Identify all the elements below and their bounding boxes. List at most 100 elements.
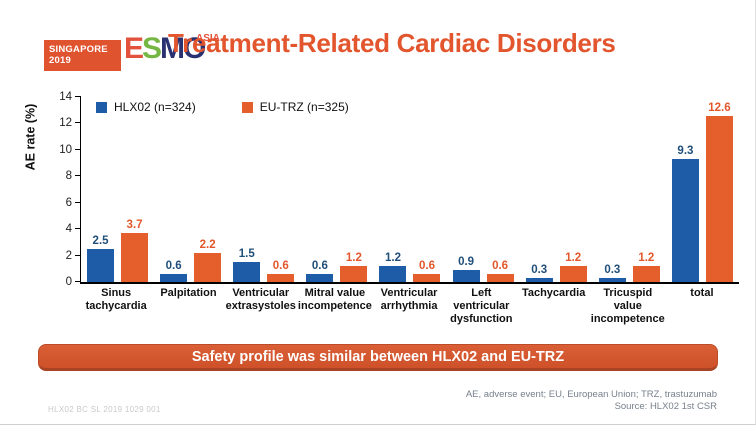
bar xyxy=(525,278,553,282)
bar-group: 1.5 0.6 xyxy=(227,248,300,282)
bar-value-label: 1.2 xyxy=(345,252,362,265)
bar xyxy=(160,274,188,282)
y-tick-mark xyxy=(75,148,81,150)
conclusion-banner-text: Safety profile was similar between HLX02… xyxy=(191,348,565,365)
bar xyxy=(87,248,115,282)
x-axis-category-label: Sinus tachycardia xyxy=(85,287,147,312)
bar-group: 2.5 3.7 xyxy=(81,219,154,282)
bar-unit: 1.2 xyxy=(340,252,368,282)
y-tick-mark xyxy=(75,175,81,177)
x-axis-category-label: Ventricular extrasystoles xyxy=(225,287,296,312)
legend-item: HLX02 (n=324) xyxy=(96,100,196,114)
legend-swatch xyxy=(241,101,253,113)
y-tick-label: 6 xyxy=(65,196,72,209)
bar-unit: 0.6 xyxy=(306,260,334,282)
y-tick-label: 12 xyxy=(59,117,72,130)
logo-venue: SINGAPORE xyxy=(49,44,108,55)
esmo-letter-e: E xyxy=(124,32,144,65)
bar-unit: 1.2 xyxy=(379,252,407,282)
logo-year: 2019 xyxy=(49,55,71,66)
y-tick-label: 14 xyxy=(59,91,72,103)
bar-value-label: 1.2 xyxy=(638,252,655,265)
footnote-source: Source: HLX02 1st CSR xyxy=(614,400,717,412)
bar-unit: 1.5 xyxy=(233,248,261,282)
esmo-letter-s: S xyxy=(142,32,162,65)
bar-value-label: 9.3 xyxy=(677,145,694,158)
bar xyxy=(598,278,626,282)
bar-group: 9.3 12.6 xyxy=(666,102,739,282)
bar xyxy=(340,266,368,282)
footnote-abbreviations: AE, adverse event; EU, European Union; T… xyxy=(465,389,717,400)
x-axis-category-label: Tricuspid value incompetence xyxy=(590,287,665,325)
bar-unit: 0.6 xyxy=(267,260,295,282)
bar-value-label: 0.6 xyxy=(418,260,435,273)
y-tick-mark xyxy=(75,96,81,97)
bar xyxy=(306,274,334,282)
bar-unit: 0.3 xyxy=(598,264,626,282)
bar-unit: 0.6 xyxy=(486,260,514,282)
y-axis-label: AE rate (%) xyxy=(23,103,38,171)
bar-value-label: 0.6 xyxy=(492,260,509,273)
y-tick-mark xyxy=(75,254,81,256)
esmo-logo: ESMO xyxy=(124,32,206,65)
bar-unit: 9.3 xyxy=(671,145,699,282)
bar xyxy=(413,274,441,282)
bar-unit: 0.6 xyxy=(160,260,188,282)
bar-group: 0.3 1.2 xyxy=(520,252,593,282)
bar-group: 0.9 0.6 xyxy=(447,256,520,282)
bar-unit: 0.9 xyxy=(452,256,480,282)
conclusion-banner: Safety profile was similar between HLX02… xyxy=(38,344,718,371)
bar-group: 0.6 2.2 xyxy=(154,239,227,282)
y-tick-label: 2 xyxy=(65,249,72,262)
bar-value-label: 1.2 xyxy=(384,252,401,265)
bar-value-label: 0.6 xyxy=(272,260,289,273)
bar-value-label: 3.7 xyxy=(126,219,143,232)
bar-value-label: 1.2 xyxy=(565,252,582,265)
bar-value-label: 0.6 xyxy=(165,260,182,273)
y-tick-label: 4 xyxy=(65,223,72,236)
bar xyxy=(486,274,514,282)
bar-value-label: 2.5 xyxy=(92,234,109,247)
legend: HLX02 (n=324) EU-TRZ (n=325) xyxy=(96,100,349,114)
esmo-singapore-logo-badge: SINGAPORE 2019 xyxy=(44,40,121,71)
bar xyxy=(379,266,407,282)
bar-group: 0.6 1.2 xyxy=(300,252,373,282)
x-axis-category-label: Mitral value incompetence xyxy=(297,287,372,312)
y-tick-label: 8 xyxy=(65,170,72,183)
slide-code: HLX02 BC SL 2019 1029 001 xyxy=(48,405,161,414)
bar-value-label: 1.5 xyxy=(238,248,255,261)
bar-unit: 2.5 xyxy=(87,234,115,282)
esmo-asia-label: ASIA xyxy=(196,33,220,44)
bar xyxy=(559,266,587,282)
page-title: Treatment-Related Cardiac Disorders xyxy=(168,28,616,58)
bar-group: 0.3 1.2 xyxy=(593,252,666,282)
x-axis-category-label: Ventricular arrhythmia xyxy=(380,287,438,312)
x-axis-category-label: Palpitation xyxy=(160,287,217,299)
bar-value-label: 0.6 xyxy=(311,260,328,273)
bar-value-label: 0.3 xyxy=(604,264,621,277)
bar-group: 1.2 0.6 xyxy=(373,252,446,282)
x-axis-category-label: Tachycardia xyxy=(521,287,586,299)
bar-unit: 3.7 xyxy=(121,219,149,282)
bar-groups: 2.5 3.7 0.6 2.2 1.5 0.6 0.6 1.2 1.2 0.6 0.9 0.6 0.3 1… xyxy=(81,97,739,282)
x-axis-category-label: Left ventricular dysfunction xyxy=(450,287,513,325)
legend-label: HLX02 (n=324) xyxy=(114,100,196,114)
y-tick-mark xyxy=(75,201,81,203)
legend-label: EU-TRZ (n=325) xyxy=(259,100,349,114)
bar-unit: 2.2 xyxy=(194,239,222,282)
bar-value-label: 0.9 xyxy=(458,256,475,269)
x-axis-labels: Sinus tachycardia Palpitation Ventricular … xyxy=(80,287,738,326)
y-tick-mark xyxy=(75,228,81,230)
bar-unit: 0.3 xyxy=(525,264,553,282)
bar xyxy=(233,262,261,282)
legend-item: EU-TRZ (n=325) xyxy=(241,100,349,114)
esmo-letter-m: M xyxy=(160,32,185,65)
y-tick-mark xyxy=(75,122,81,124)
y-tick-mark xyxy=(75,281,81,282)
bar xyxy=(671,159,699,282)
bar-unit: 1.2 xyxy=(632,252,660,282)
bar xyxy=(194,252,222,282)
bar xyxy=(632,266,660,282)
bar-unit: 1.2 xyxy=(559,252,587,282)
